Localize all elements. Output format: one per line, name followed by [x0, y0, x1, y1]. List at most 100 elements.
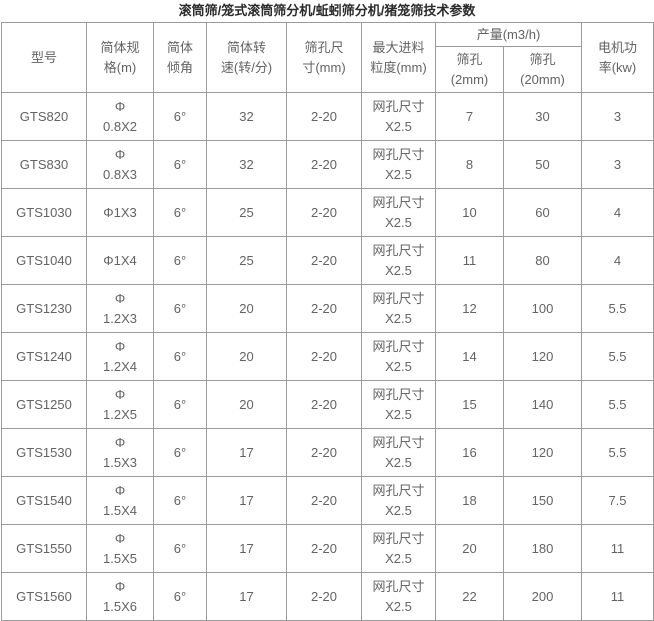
table-row: GTS820 Φ 0.8X2 6° 32 2-20 网孔尺寸 X2.5 7 30 3: [1, 92, 654, 141]
cell-output-mesh-20mm: 50: [503, 140, 582, 189]
cell-drum-spec: Φ 1.5X6: [86, 572, 154, 621]
cell-drum-spec-line2: 1.2X4: [103, 358, 137, 374]
cell-motor-power: 4: [581, 236, 654, 285]
cell-drum-speed: 32: [206, 140, 287, 189]
cell-output-mesh-20mm: 200: [503, 572, 582, 621]
cell-max-feed-size-line1: 网孔尺寸: [372, 482, 425, 498]
cell-max-feed-size: 网孔尺寸 X2.5: [361, 284, 436, 333]
cell-model: GTS830: [1, 140, 87, 189]
cell-max-feed-size: 网孔尺寸 X2.5: [361, 332, 436, 381]
header-drum-spec-line1: 简体规: [100, 39, 140, 55]
cell-max-feed-size-line1: 网孔尺寸: [372, 578, 425, 594]
header-drum-angle: 简体 倾角: [153, 22, 207, 93]
table-row: GTS1240 Φ 1.2X4 6° 20 2-20 网孔尺寸 X2.5 14 120 5.5: [1, 332, 654, 381]
cell-motor-power: 5.5: [581, 380, 654, 429]
cell-drum-spec-line2: 0.8X3: [103, 166, 137, 182]
cell-motor-power: 5.5: [581, 332, 654, 381]
cell-mesh-size: 2-20: [286, 572, 362, 621]
table-row: GTS1230 Φ 1.2X3 6° 20 2-20 网孔尺寸 X2.5 12 100 5.5: [1, 284, 654, 333]
cell-mesh-size: 2-20: [286, 524, 362, 573]
cell-output-mesh-2mm: 12: [435, 284, 504, 333]
cell-mesh-size: 2-20: [286, 428, 362, 477]
cell-output-mesh-20mm: 120: [503, 428, 582, 477]
cell-model: GTS1250: [1, 380, 87, 429]
cell-drum-speed: 17: [206, 524, 287, 573]
cell-output-mesh-2mm: 16: [435, 428, 504, 477]
cell-mesh-size: 2-20: [286, 236, 362, 285]
cell-output-mesh-20mm: 80: [503, 236, 582, 285]
cell-max-feed-size: 网孔尺寸 X2.5: [361, 572, 436, 621]
cell-drum-spec-line2: 0.8X2: [103, 118, 137, 134]
table-row: GTS1040 Φ1X4 6° 25 2-20 网孔尺寸 X2.5 11 80 4: [1, 236, 654, 285]
cell-motor-power: 5.5: [581, 428, 654, 477]
cell-drum-spec: Φ 1.5X4: [86, 476, 154, 525]
table-row: GTS1250 Φ 1.2X5 6° 20 2-20 网孔尺寸 X2.5 15 140 5.5: [1, 380, 654, 429]
cell-drum-spec-line1: Φ: [114, 146, 126, 162]
cell-drum-spec: Φ1X4: [86, 236, 154, 285]
cell-max-feed-size-line1: 网孔尺寸: [372, 386, 425, 402]
cell-output-mesh-2mm: 14: [435, 332, 504, 381]
table-row: GTS1560 Φ 1.5X6 6° 17 2-20 网孔尺寸 X2.5 22 200 11: [1, 572, 654, 621]
header-mesh-size-line2: 寸(mm): [302, 59, 346, 75]
cell-mesh-size: 2-20: [286, 332, 362, 381]
header-drum-speed-line1: 简体转: [226, 39, 266, 55]
cell-drum-spec-line2: 1.5X5: [103, 550, 137, 566]
cell-drum-spec: Φ 1.5X5: [86, 524, 154, 573]
technical-parameters-table: 型号 简体规 格(m) 简体 倾角 简体转 速(转/分) 筛孔尺 寸(mm): [1, 22, 654, 621]
cell-output-mesh-2mm: 7: [435, 92, 504, 141]
header-max-feed-size-line2: 粒度(mm): [370, 59, 427, 75]
cell-output-mesh-2mm: 18: [435, 476, 504, 525]
header-mesh-size: 筛孔尺 寸(mm): [286, 22, 362, 93]
cell-max-feed-size-line1: 网孔尺寸: [372, 242, 425, 258]
cell-mesh-size: 2-20: [286, 284, 362, 333]
cell-drum-speed: 17: [206, 572, 287, 621]
cell-output-mesh-20mm: 120: [503, 332, 582, 381]
cell-drum-angle: 6°: [153, 476, 207, 525]
cell-drum-spec-line2: 1.5X6: [103, 598, 137, 614]
table-row: GTS1550 Φ 1.5X5 6° 17 2-20 网孔尺寸 X2.5 20 180 11: [1, 524, 654, 573]
cell-drum-speed: 20: [206, 380, 287, 429]
cell-mesh-size: 2-20: [286, 188, 362, 237]
cell-drum-angle: 6°: [153, 428, 207, 477]
cell-drum-spec-line2: 1.5X3: [103, 454, 137, 470]
cell-model: GTS1530: [1, 428, 87, 477]
cell-drum-angle: 6°: [153, 236, 207, 285]
cell-drum-spec-line2: 1.5X4: [103, 502, 137, 518]
cell-max-feed-size: 网孔尺寸 X2.5: [361, 236, 436, 285]
cell-drum-spec-line1: Φ: [114, 338, 126, 354]
cell-drum-spec-line2: 1.2X3: [103, 310, 137, 326]
cell-model: GTS1230: [1, 284, 87, 333]
cell-max-feed-size: 网孔尺寸 X2.5: [361, 380, 436, 429]
header-output-mesh-2mm-line2: (2mm): [450, 71, 489, 87]
cell-drum-spec: Φ1X3: [86, 188, 154, 237]
cell-drum-angle: 6°: [153, 284, 207, 333]
cell-output-mesh-20mm: 140: [503, 380, 582, 429]
cell-output-mesh-2mm: 11: [435, 236, 504, 285]
cell-max-feed-size-line2: X2.5: [385, 214, 412, 230]
cell-drum-speed: 25: [206, 188, 287, 237]
table-row: GTS1030 Φ1X3 6° 25 2-20 网孔尺寸 X2.5 10 60 4: [1, 188, 654, 237]
cell-drum-speed: 32: [206, 92, 287, 141]
cell-drum-spec: Φ 1.2X3: [86, 284, 154, 333]
header-model: 型号: [1, 22, 87, 93]
cell-drum-spec-line1: Φ: [114, 386, 126, 402]
cell-drum-angle: 6°: [153, 92, 207, 141]
cell-mesh-size: 2-20: [286, 140, 362, 189]
cell-drum-spec: Φ 0.8X3: [86, 140, 154, 189]
cell-motor-power: 11: [581, 524, 654, 573]
cell-drum-spec-line1: Φ: [114, 530, 126, 546]
cell-max-feed-size-line1: 网孔尺寸: [372, 194, 425, 210]
cell-drum-speed: 20: [206, 332, 287, 381]
cell-output-mesh-2mm: 22: [435, 572, 504, 621]
cell-drum-spec: Φ 1.2X4: [86, 332, 154, 381]
cell-max-feed-size-line2: X2.5: [385, 598, 412, 614]
page-title: 滚筒筛/笼式滚筒筛分机/蚯蚓筛分机/猪笼筛技术参数: [178, 3, 476, 18]
cell-drum-angle: 6°: [153, 140, 207, 189]
table-header: 型号 简体规 格(m) 简体 倾角 简体转 速(转/分) 筛孔尺 寸(mm): [1, 22, 654, 93]
cell-output-mesh-20mm: 100: [503, 284, 582, 333]
cell-drum-angle: 6°: [153, 332, 207, 381]
cell-max-feed-size-line1: 网孔尺寸: [372, 290, 425, 306]
cell-model: GTS1030: [1, 188, 87, 237]
cell-drum-spec-line1: Φ: [114, 98, 126, 114]
cell-model: GTS1550: [1, 524, 87, 573]
